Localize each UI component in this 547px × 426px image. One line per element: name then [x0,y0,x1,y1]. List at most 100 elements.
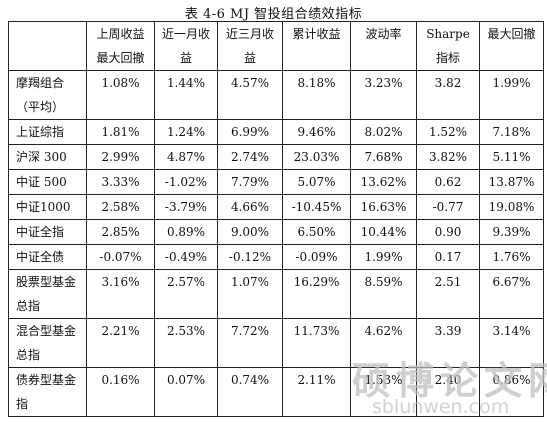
table-cell: 1.08% [86,70,155,120]
table-cell: 1.24% [154,119,218,145]
table-cell: 19.08% [479,194,544,220]
row-label: 中证全债 [8,244,87,270]
header-cell-cumulative-return: 累计收益 [282,21,351,71]
table-cell: 13.62% [350,169,417,195]
table-cell: -1.02% [154,169,218,195]
table-cell: 4.57% [217,70,283,120]
table-cell: -0.49% [154,244,218,270]
table-cell: -0.77 [416,194,480,220]
table-cell: 1.44% [154,70,218,120]
table-cell: 7.68% [350,144,417,170]
table-cell: 9.39% [479,219,544,245]
table-cell: 6.67% [479,269,544,319]
header-cell-sharpe: Sharpe指标 [416,21,480,71]
table-cell: 0.90 [416,219,480,245]
table-cell: 0.62 [416,169,480,195]
table-cell: 9.00% [217,219,283,245]
table-cell: 4.62% [350,318,417,368]
table-cell: 2.11% [282,367,351,417]
table-cell: 1.81% [86,119,155,145]
watermark-text: 硕博论文网 [352,358,547,403]
table-row: 股票型基金总指 3.16% 2.57% 1.07% 16.29% 8.59% 2.51 6.6… [8,269,544,319]
table-cell: -0.07% [86,244,155,270]
row-label: 混合型基金总指 [8,318,87,368]
table-cell: 2.40 [416,367,480,417]
table-cell: -0.09% [282,244,351,270]
table-cell: 0.86% [479,367,544,417]
header-cell-weekly-return-max-drawdown: 上周收益最大回撤 [86,21,155,71]
table-cell: 8.02% [350,119,417,145]
table-row: 中证1000 2.58% -3.79% 4.66% -10.45% 16.63% -0.77… [8,194,544,220]
table-cell: 3.16% [86,269,155,319]
table-cell: 4.66% [217,194,283,220]
table-cell: 2.51 [416,269,480,319]
row-label: 沪深 300 [8,144,87,170]
header-row: 上周收益最大回撤 近一月收益 近三月收益 累计收益 波动率 Sharpe指标 最… [8,21,544,71]
table-cell: 3.82% [416,144,480,170]
table-cell: 1.99% [350,244,417,270]
table-cell: 13.87% [479,169,544,195]
table-cell: 23.03% [282,144,351,170]
table-cell: -0.12% [217,244,283,270]
table-row: 混合型基金总指 2.21% 2.53% 7.72% 11.73% 4.62% 3.39 3.1… [8,318,544,368]
table-cell: 7.79% [217,169,283,195]
header-cell-three-month-return: 近三月收益 [217,21,283,71]
table-cell: 2.85% [86,219,155,245]
table-cell: 2.53% [154,318,218,368]
row-label: 中证1000 [8,194,87,220]
table-cell: -3.79% [154,194,218,220]
table-cell: 3.39 [416,318,480,368]
performance-table: 上周收益最大回撤 近一月收益 近三月收益 累计收益 波动率 Sharpe指标 最… [8,21,544,417]
table-cell: 7.18% [479,119,544,145]
header-cell-one-month-return: 近一月收益 [154,21,218,71]
table-cell: 4.87% [154,144,218,170]
table-cell: 1.52% [416,119,480,145]
table-cell: 1.76% [479,244,544,270]
table-cell: 0.07% [154,367,218,417]
table-cell: 1.99% [479,70,544,120]
table-cell: 8.59% [350,269,417,319]
table-cell: 6.50% [282,219,351,245]
row-label: 摩羯组合（平均） [8,70,87,120]
table-row: 中证全指 2.85% 0.89% 9.00% 6.50% 10.44% 0.90 9.39% [8,219,544,245]
table-cell: 5.07% [282,169,351,195]
table-cell: 2.58% [86,194,155,220]
table-cell: 11.73% [282,318,351,368]
table-cell: 2.57% [154,269,218,319]
table-cell: 3.33% [86,169,155,195]
table-row: 中证 500 3.33% -1.02% 7.79% 5.07% 13.62% 0.62 13.… [8,169,544,195]
row-label: 中证 500 [8,169,87,195]
table-cell: 7.72% [217,318,283,368]
row-label: 债券型基金指 [8,367,87,417]
table-cell: 3.23% [350,70,417,120]
table-cell: 0.89% [154,219,218,245]
table-row: 债券型基金指 0.16% 0.07% 0.74% 2.11% 1.53% 2.40 0.86% [8,367,544,417]
table-cell: 0.17 [416,244,480,270]
table-cell: 16.63% [350,194,417,220]
row-label: 上证综指 [8,119,87,145]
table-row: 摩羯组合（平均） 1.08% 1.44% 4.57% 8.18% 3.23% 3.82 1.9… [8,70,544,120]
table-cell: 5.11% [479,144,544,170]
table-cell: 2.21% [86,318,155,368]
table-cell: 9.46% [282,119,351,145]
header-cell-max-drawdown: 最大回撤 [479,21,544,71]
table-cell: 2.74% [217,144,283,170]
header-cell-corner [8,21,87,71]
table-cell: 1.53% [350,367,417,417]
table-cell: 6.99% [217,119,283,145]
table-row: 中证全债 -0.07% -0.49% -0.12% -0.09% 1.99% 0.17 1.7… [8,244,544,270]
table-cell: 8.18% [282,70,351,120]
row-label: 中证全指 [8,219,87,245]
row-label: 股票型基金总指 [8,269,87,319]
watermark-url: sblunwen.com [372,396,510,418]
header-cell-volatility: 波动率 [350,21,417,71]
table-row: 上证综指 1.81% 1.24% 6.99% 9.46% 8.02% 1.52% 7.18% [8,119,544,145]
table-row: 沪深 300 2.99% 4.87% 2.74% 23.03% 7.68% 3.82% 5.1… [8,144,544,170]
table-caption: 表 4-6 MJ 智投组合绩效指标 [184,7,363,22]
table-cell: 16.29% [282,269,351,319]
table-cell: 0.16% [86,367,155,417]
table-cell: -10.45% [282,194,351,220]
table-cell: 1.07% [217,269,283,319]
table-cell: 3.82 [416,70,480,120]
table-cell: 10.44% [350,219,417,245]
